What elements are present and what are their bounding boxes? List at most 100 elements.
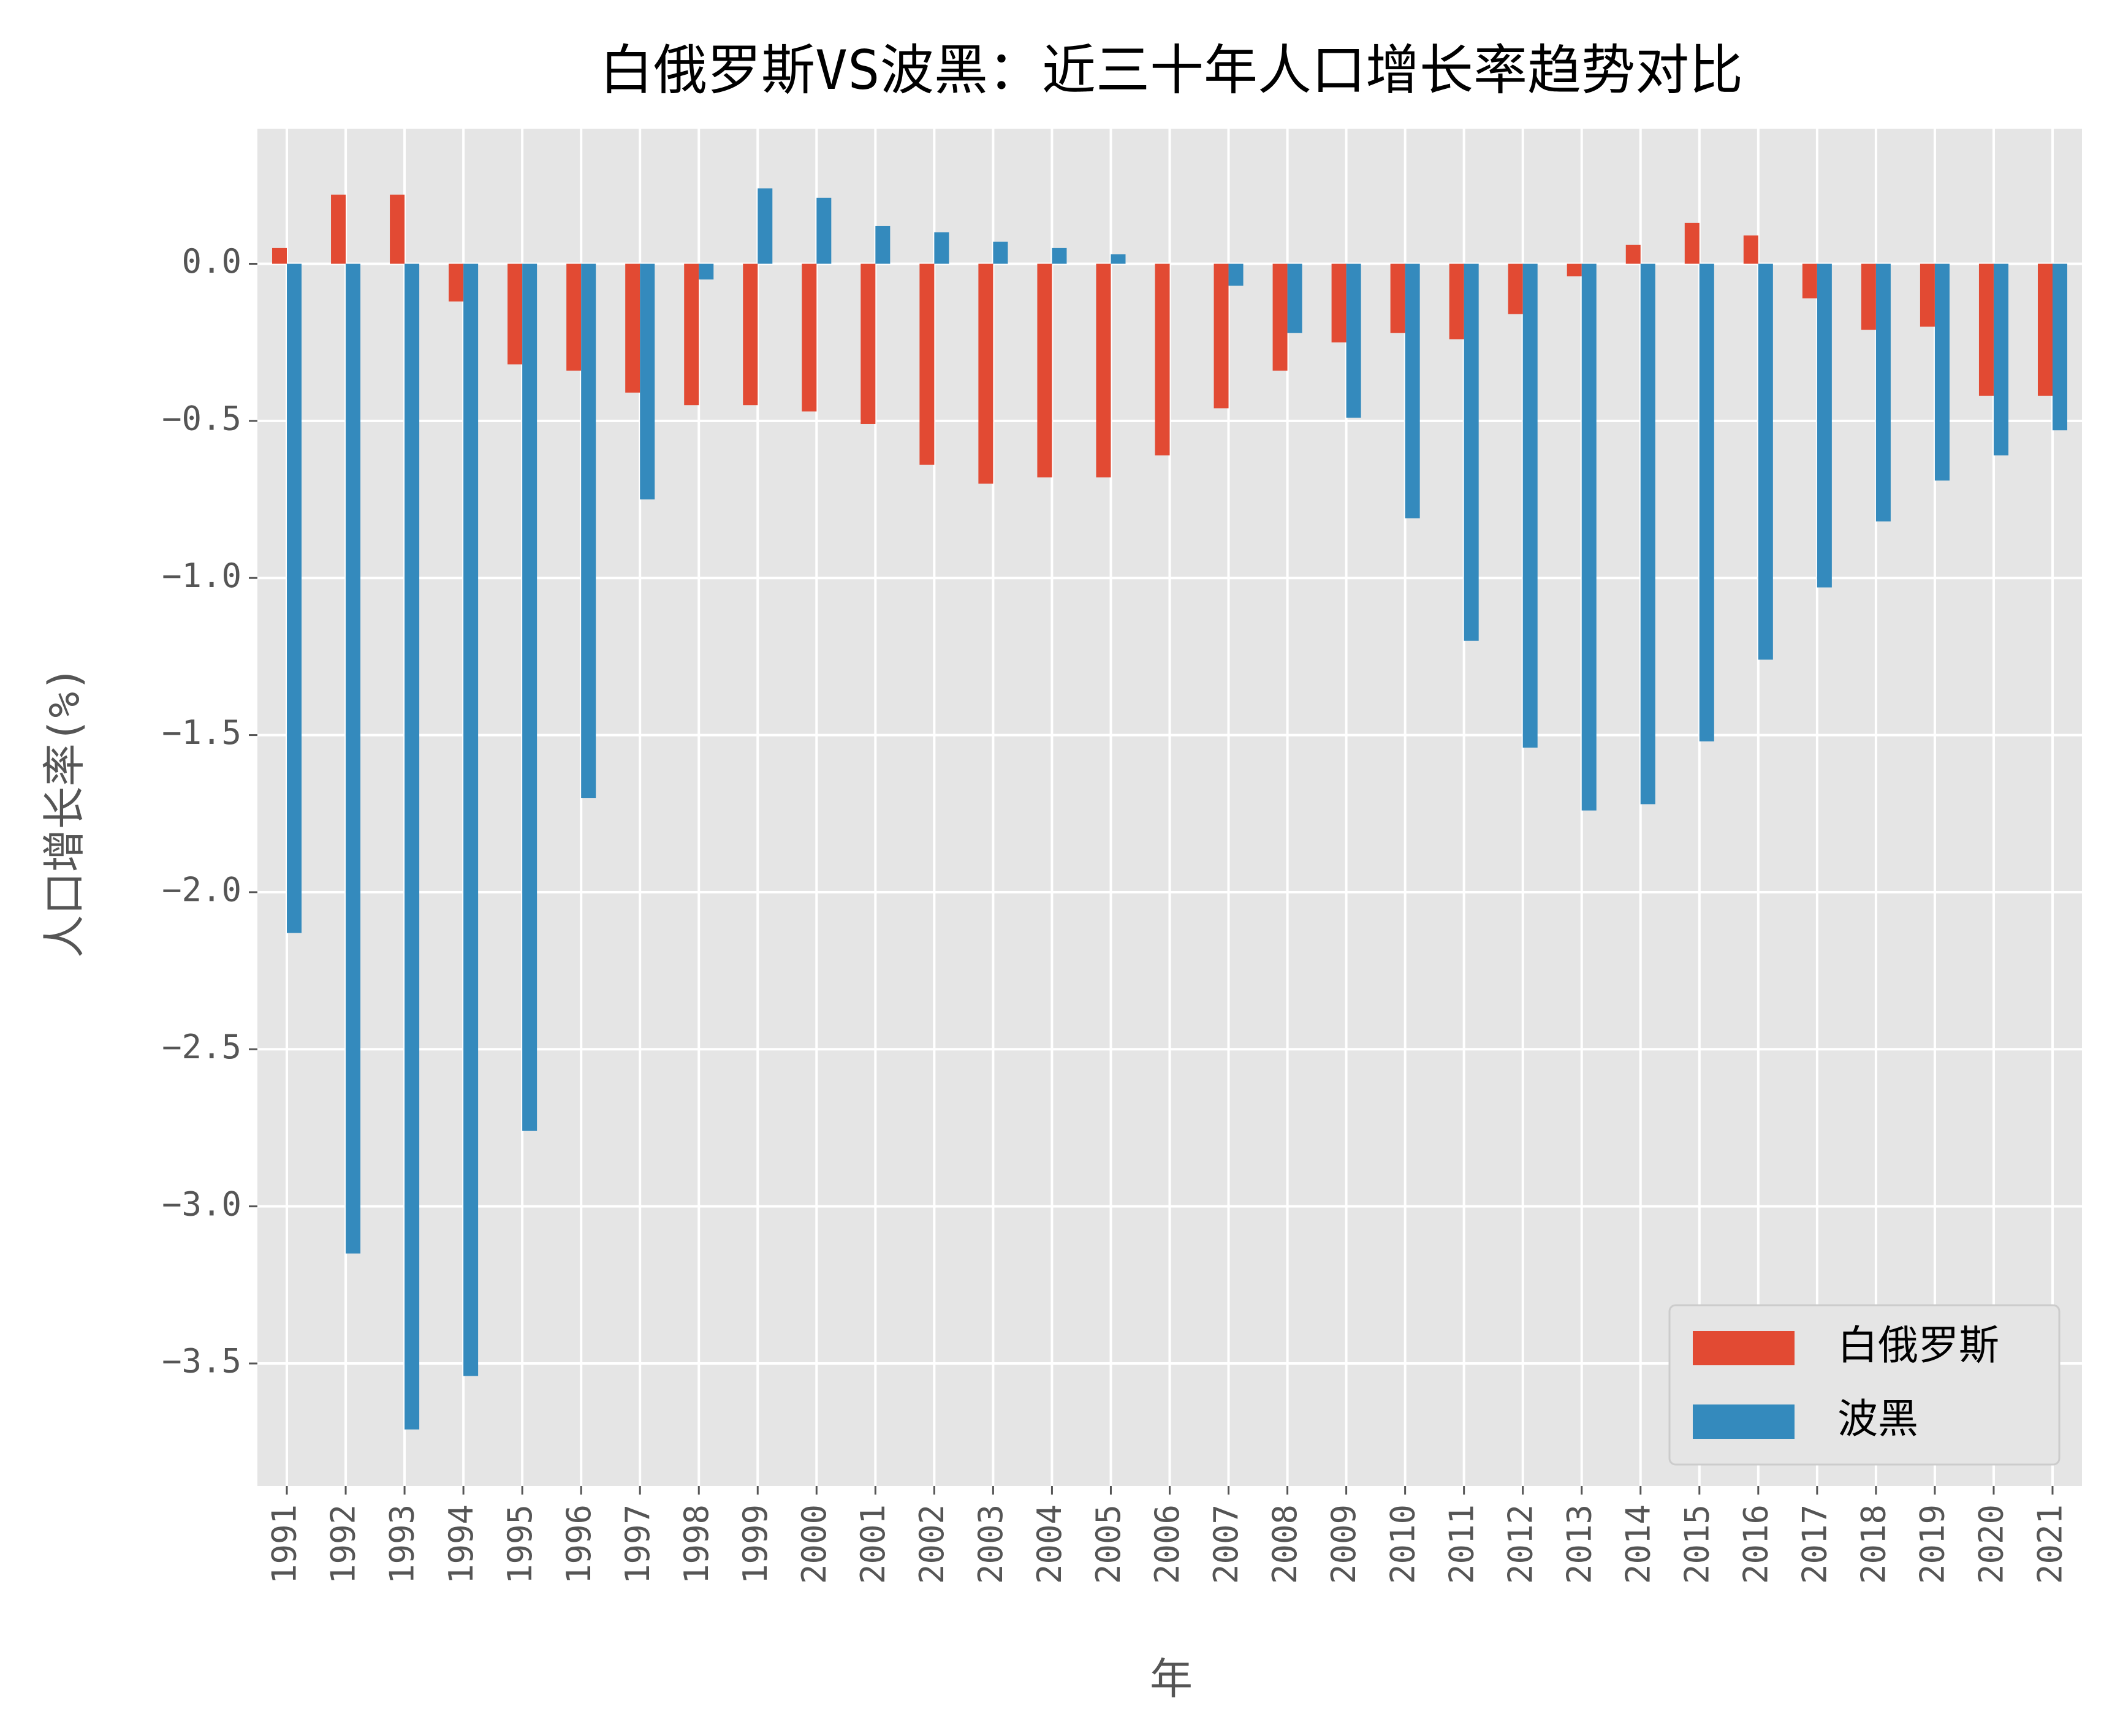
x-tick-label: 2001 — [854, 1504, 892, 1584]
bar — [272, 248, 287, 264]
bar — [743, 263, 758, 406]
bar — [449, 263, 464, 302]
x-tick-label: 2005 — [1089, 1504, 1128, 1584]
bar — [1920, 263, 1935, 327]
legend-label: 波黑 — [1837, 1395, 1918, 1442]
bar — [507, 263, 523, 365]
x-tick-label: 1996 — [560, 1504, 598, 1584]
bar — [1508, 263, 1523, 314]
x-axis-label: 年 — [1150, 1654, 1193, 1704]
bar — [1743, 235, 1758, 264]
bar — [1449, 263, 1464, 339]
x-tick-label: 1995 — [501, 1504, 539, 1584]
y-axis-label: 人口增长率(%) — [39, 666, 89, 958]
x-tick-label: 2007 — [1207, 1504, 1245, 1584]
bar — [1111, 254, 1126, 264]
bar — [2052, 263, 2067, 431]
bar — [1758, 263, 1773, 660]
bar — [1037, 263, 1052, 478]
legend-label: 白俄罗斯 — [1837, 1322, 1999, 1369]
bar — [978, 263, 993, 484]
x-tick-label: 2011 — [1442, 1504, 1481, 1584]
x-tick-label: 2014 — [1619, 1504, 1657, 1584]
bar — [346, 263, 361, 1254]
bar — [1640, 263, 1655, 805]
bar — [1228, 263, 1244, 286]
y-tick-label: −3.5 — [162, 1342, 241, 1381]
x-tick-label: 1992 — [324, 1504, 363, 1584]
bar — [919, 263, 935, 465]
x-tick-label: 2013 — [1560, 1504, 1598, 1584]
x-tick-label: 2010 — [1383, 1504, 1422, 1584]
bar — [1625, 244, 1641, 264]
x-tick-label: 2003 — [971, 1504, 1010, 1584]
bar — [1346, 263, 1361, 418]
y-tick-label: −0.5 — [162, 399, 241, 438]
x-tick-label: 2006 — [1148, 1504, 1187, 1584]
bar — [405, 263, 420, 1430]
bar — [1684, 222, 1700, 264]
bar — [1214, 263, 1229, 409]
bar — [581, 263, 596, 798]
x-tick-label: 1993 — [383, 1504, 422, 1584]
bar — [1052, 248, 1067, 264]
chart-title: 白俄罗斯VS波黑：近三十年人口增长率趋势对比 — [599, 39, 1743, 102]
x-tick-label: 2000 — [795, 1504, 834, 1584]
x-tick-label: 2002 — [913, 1504, 951, 1584]
legend-swatch — [1693, 1331, 1795, 1365]
x-tick-label: 2021 — [2031, 1504, 2070, 1584]
bar — [993, 241, 1008, 264]
x-tick-label: 2019 — [1913, 1504, 1952, 1584]
bar — [1522, 263, 1538, 748]
bar — [802, 263, 817, 412]
bar — [1861, 263, 1876, 330]
bar — [684, 263, 699, 406]
legend-swatch — [1693, 1404, 1795, 1439]
bar — [1464, 263, 1479, 641]
bar — [331, 194, 346, 264]
bar — [1802, 263, 1817, 298]
bar — [816, 197, 832, 264]
bar — [1978, 263, 1994, 396]
x-tick-label: 2009 — [1324, 1504, 1363, 1584]
bar — [699, 263, 714, 280]
bar — [640, 263, 655, 500]
y-tick-label: −2.0 — [162, 871, 241, 909]
x-tick-label: 1998 — [677, 1504, 716, 1584]
bar — [934, 232, 949, 264]
y-tick-label: 0.0 — [181, 242, 241, 281]
bar — [1699, 263, 1714, 741]
bar — [1096, 263, 1111, 478]
x-tick-label: 1997 — [618, 1504, 657, 1584]
bar — [1390, 263, 1405, 333]
y-tick-label: −3.0 — [162, 1184, 241, 1223]
x-tick-label: 2016 — [1736, 1504, 1775, 1584]
y-tick-label: −1.5 — [162, 713, 241, 752]
x-tick-label: 1994 — [442, 1504, 481, 1584]
bar — [1331, 263, 1347, 343]
bar — [758, 188, 773, 264]
y-tick-label: −1.0 — [162, 556, 241, 595]
bar — [1567, 263, 1582, 276]
x-tick-label: 2018 — [1855, 1504, 1893, 1584]
bar — [522, 263, 537, 1131]
bar — [1875, 263, 1891, 521]
bar — [1817, 263, 1832, 588]
x-tick-label: 2020 — [1972, 1504, 2011, 1584]
bar — [875, 226, 891, 264]
x-tick-label: 2004 — [1030, 1504, 1069, 1584]
bar — [1581, 263, 1597, 811]
bar — [1155, 263, 1170, 456]
bar — [1287, 263, 1302, 333]
x-tick-label: 2012 — [1501, 1504, 1540, 1584]
x-tick-label: 1991 — [265, 1504, 304, 1584]
bar — [463, 263, 479, 1376]
bar — [390, 194, 405, 264]
bar — [625, 263, 640, 393]
bar — [1272, 263, 1288, 371]
y-tick-label: −2.5 — [162, 1028, 241, 1066]
bar — [860, 263, 876, 424]
x-tick-label: 2015 — [1677, 1504, 1716, 1584]
